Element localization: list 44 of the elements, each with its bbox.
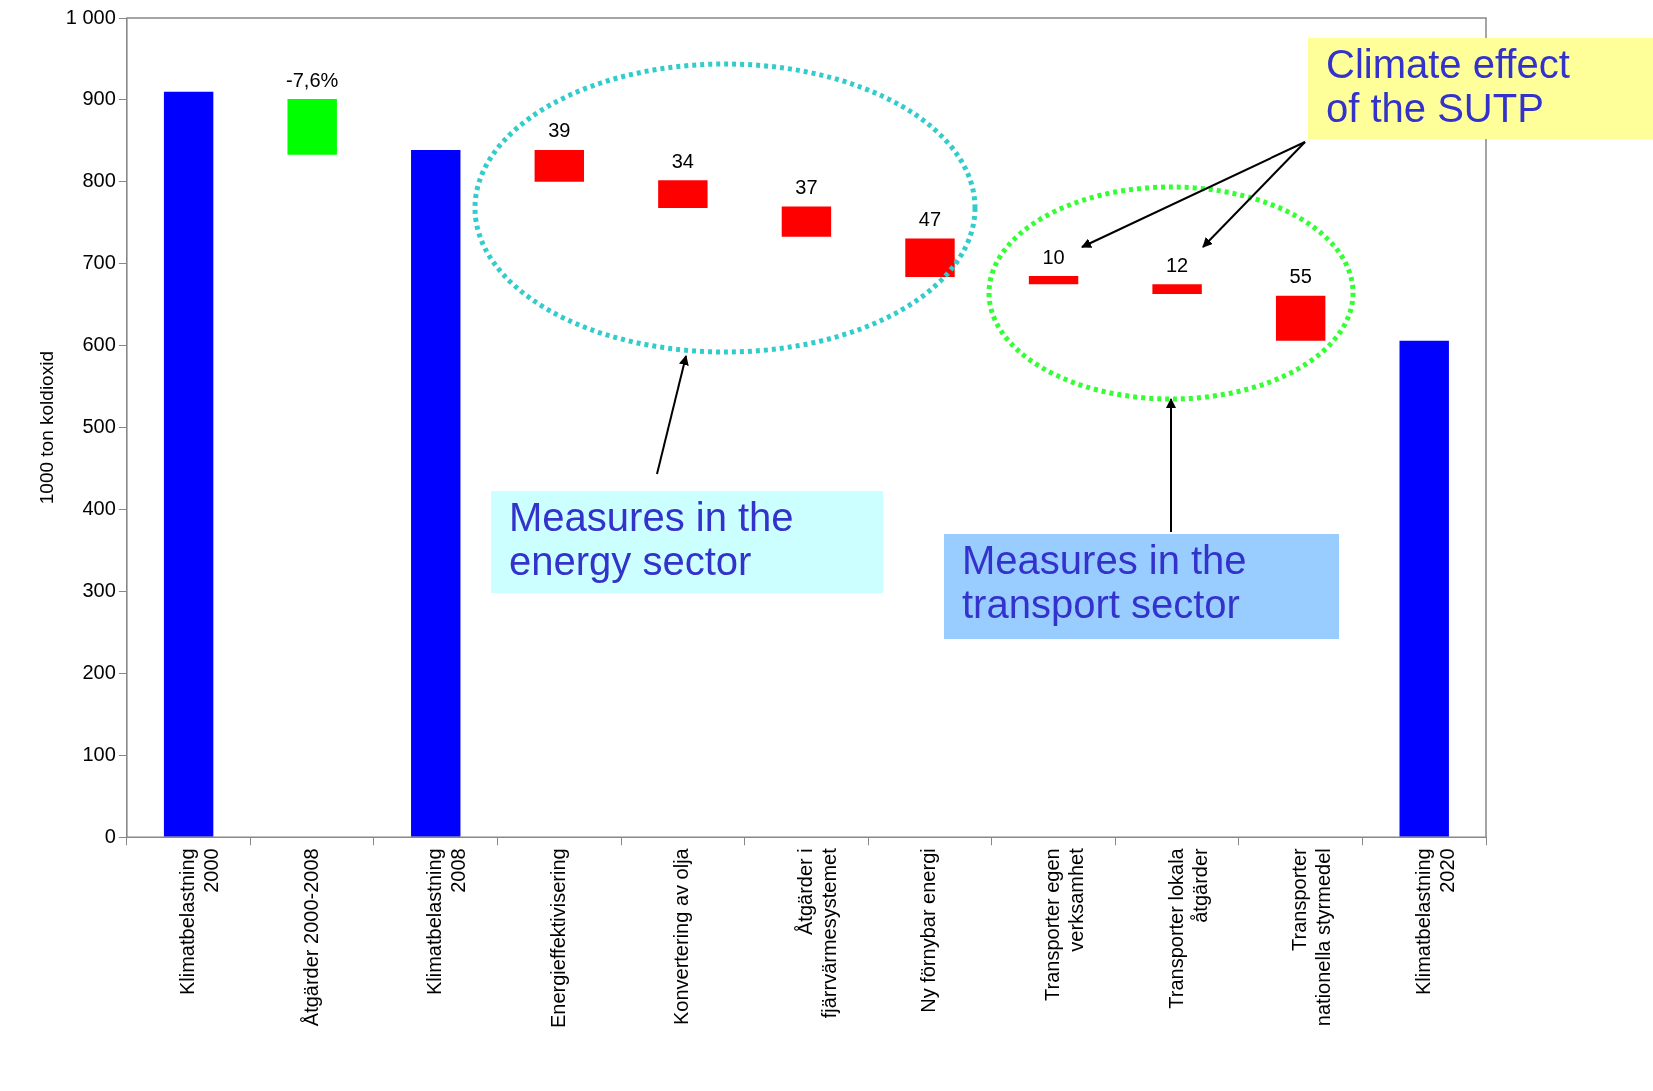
y-tick-label: 400 [82, 497, 116, 520]
data-label: 39 [548, 119, 571, 142]
bar [1399, 340, 1449, 837]
annotation: -7,6% [286, 68, 339, 91]
x-tick-label: Åtgärder i fjärrvärmesystemet [793, 847, 840, 1019]
annotation: Measures in the transport sector [944, 534, 1339, 639]
bar [287, 99, 337, 155]
annotation: Climate effect of the SUTP [1308, 38, 1653, 139]
x-tick-label: Konvertering av olja [670, 847, 693, 1026]
bar [658, 180, 708, 209]
y-tick-label: 900 [82, 87, 116, 110]
bar [163, 91, 214, 837]
y-axis-title: 1000 ton koldioxid [35, 351, 57, 505]
y-tick-label: 800 [82, 169, 116, 192]
y-tick-label: 1 000 [65, 5, 116, 28]
x-tick-label: Transporter egen verksamhet [1041, 847, 1088, 1001]
annotation: Measures in the energy sector [491, 491, 883, 593]
bar [1152, 284, 1202, 295]
data-label: 12 [1165, 253, 1189, 276]
x-tick-label: Åtgärder 2000-2008 [299, 848, 322, 1027]
x-tick-label: Ny förnybar energi [917, 848, 940, 1013]
y-tick-label: 0 [104, 824, 116, 847]
x-tick-label: Energieffektivisering [546, 848, 569, 1029]
bar [534, 149, 585, 182]
bar [411, 149, 461, 837]
data-label: 55 [1289, 265, 1312, 288]
data-label: 37 [795, 175, 818, 198]
y-tick-label: 300 [82, 579, 116, 602]
bar [781, 206, 832, 237]
x-tick-label: Klimatbelastning 2000 [176, 848, 223, 996]
y-tick-label: 500 [82, 415, 116, 438]
data-label: 47 [918, 207, 942, 230]
bar [1028, 276, 1079, 285]
y-tick-label: 600 [82, 333, 116, 356]
y-tick-label: 100 [82, 742, 116, 765]
x-tick-label: Klimatbelastning 2020 [1411, 848, 1458, 996]
x-tick-label: Transporter lokala åtgärder [1164, 847, 1211, 1009]
y-tick-label: 700 [82, 251, 116, 274]
x-tick-label: Klimatbelastning 2008 [423, 848, 470, 996]
data-label: 34 [671, 149, 694, 172]
data-label: 10 [1042, 245, 1065, 268]
bar [1275, 295, 1326, 341]
y-tick-label: 200 [82, 660, 116, 683]
bar [905, 238, 955, 277]
